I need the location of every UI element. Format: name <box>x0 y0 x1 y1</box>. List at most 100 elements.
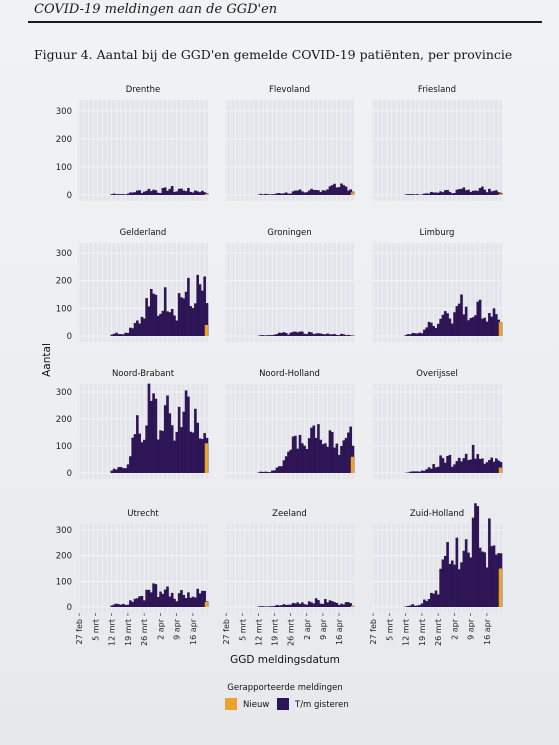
bar-new <box>350 192 354 195</box>
bar-cumulative <box>432 464 435 473</box>
bar-cumulative <box>177 593 181 607</box>
bar-cumulative <box>439 191 442 195</box>
bar-cumulative <box>474 190 477 195</box>
bar-cumulative <box>156 596 160 607</box>
bar-cumulative <box>289 449 293 473</box>
bar-cumulative <box>196 588 200 607</box>
bar-cumulative <box>271 470 274 473</box>
bar-cumulative <box>184 191 188 195</box>
bar-cumulative <box>180 427 183 473</box>
bar-cumulative <box>307 438 311 473</box>
x-tick-label: 5 mrt <box>238 619 247 641</box>
bar-cumulative <box>198 284 202 336</box>
bar-cumulative <box>284 604 288 607</box>
bar-new <box>498 568 502 607</box>
bar-cumulative <box>409 605 412 607</box>
bar-cumulative <box>326 446 329 473</box>
x-tick-label: 27 feb <box>75 619 84 645</box>
bar-cumulative <box>152 583 155 607</box>
y-tick-label: 300 <box>56 249 72 259</box>
bar-cumulative <box>340 333 343 336</box>
bar-cumulative <box>173 315 176 336</box>
legend-swatch-new <box>225 698 237 710</box>
bar-cumulative <box>140 442 144 473</box>
bar-cumulative <box>439 318 442 336</box>
bar-cumulative <box>149 400 153 473</box>
bar-cumulative <box>467 460 470 473</box>
facet-panel: Friesland <box>372 85 503 201</box>
bar-cumulative <box>335 602 339 607</box>
bar-cumulative <box>481 458 484 473</box>
bar-cumulative <box>257 606 260 607</box>
bar-cumulative <box>464 306 468 336</box>
bar-cumulative <box>406 472 410 473</box>
bar-cumulative <box>129 327 132 336</box>
bar-cumulative <box>194 303 197 336</box>
bar-cumulative <box>177 293 181 336</box>
bar-cumulative <box>483 463 487 473</box>
bar-cumulative <box>416 605 419 607</box>
bar-cumulative <box>294 331 297 336</box>
bar-cumulative <box>453 193 456 195</box>
y-tick-label: 300 <box>56 107 72 117</box>
bar-cumulative <box>434 192 438 195</box>
bar-cumulative <box>201 290 204 336</box>
bar-cumulative <box>152 393 155 473</box>
bar-cumulative <box>448 318 452 336</box>
bar-cumulative <box>187 188 190 195</box>
bar-cumulative <box>457 569 461 607</box>
bar-cumulative <box>476 190 480 195</box>
bar-cumulative <box>324 334 327 336</box>
bar-cumulative <box>446 455 449 473</box>
y-tick-label: 0 <box>67 332 72 342</box>
bar-cumulative <box>427 321 431 336</box>
bar-cumulative <box>282 604 286 607</box>
bar-cumulative <box>420 603 424 607</box>
legend-label-cumulative: T/m gisteren <box>294 700 349 710</box>
bar-cumulative <box>347 602 350 607</box>
bar-cumulative <box>453 564 456 607</box>
bar-cumulative <box>443 462 447 473</box>
bar-cumulative <box>126 604 130 607</box>
bar-cumulative <box>280 466 283 473</box>
x-tick-label: 26 mrt <box>287 619 296 646</box>
bar-cumulative <box>191 432 195 473</box>
bar-cumulative <box>131 192 135 195</box>
bar-cumulative <box>476 301 480 336</box>
bar-cumulative <box>154 584 158 607</box>
bar-cumulative <box>344 335 348 336</box>
bar-cumulative <box>317 190 320 195</box>
bar-cumulative <box>310 427 313 473</box>
bar-cumulative <box>124 332 128 336</box>
x-tick-label: 5 mrt <box>385 619 394 641</box>
bar-cumulative <box>437 192 440 195</box>
bar-cumulative <box>110 334 114 336</box>
bar-cumulative <box>326 189 329 195</box>
bar-cumulative <box>478 547 482 607</box>
bar-cumulative <box>307 190 311 195</box>
bar-cumulative <box>136 320 139 336</box>
bar-cumulative <box>170 186 174 195</box>
facet-panel: Overijssel <box>372 369 503 479</box>
bar-cumulative <box>201 438 204 473</box>
bar-cumulative <box>418 471 422 473</box>
bar-cumulative <box>140 595 144 607</box>
bar-cumulative <box>177 406 181 473</box>
facet-title: Flevoland <box>269 85 310 95</box>
bar-cumulative <box>147 306 151 336</box>
bar-cumulative <box>492 461 496 473</box>
bar-cumulative <box>457 303 461 336</box>
bar-cumulative <box>287 451 290 473</box>
bar-cumulative <box>448 563 452 607</box>
bar-cumulative <box>289 193 293 195</box>
legend-title: Gerapporteerde meldingen <box>227 683 343 693</box>
bar-cumulative <box>273 334 276 336</box>
bar-cumulative <box>432 192 435 195</box>
bar-cumulative <box>342 440 346 473</box>
bar-cumulative <box>344 602 348 607</box>
bar-cumulative <box>333 183 336 195</box>
bar-cumulative <box>296 448 300 473</box>
bar-cumulative <box>460 461 463 473</box>
bar-cumulative <box>294 603 297 607</box>
